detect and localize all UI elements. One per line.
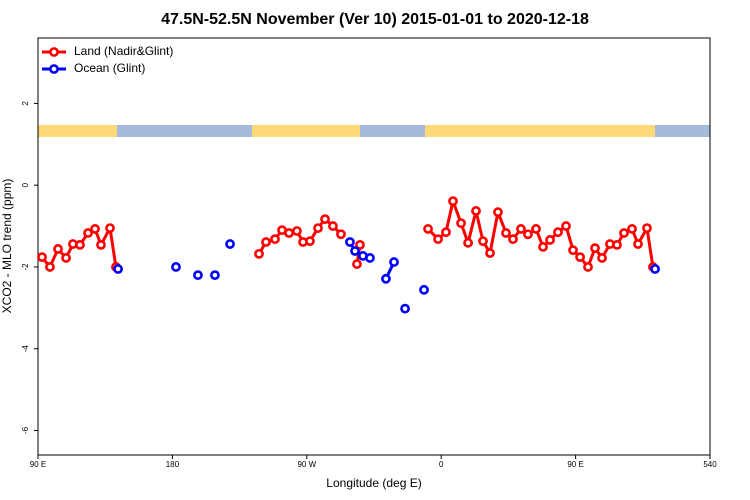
data-point	[254, 248, 264, 259]
data-point	[508, 234, 518, 245]
x-tick-label: 90 E	[567, 460, 583, 469]
data-point	[284, 228, 294, 238]
data-point	[553, 227, 563, 238]
data-point	[345, 237, 355, 247]
x-tick-label: 90 W	[297, 460, 316, 469]
data-point	[45, 262, 55, 272]
data-point	[478, 236, 488, 247]
data-point	[642, 223, 652, 234]
data-point	[350, 246, 360, 256]
data-point	[456, 218, 466, 229]
data-point	[381, 273, 391, 284]
data-point	[441, 227, 451, 238]
data-point	[352, 259, 362, 269]
ocean-strip	[360, 125, 425, 137]
data-point	[96, 239, 106, 250]
data-point	[75, 239, 85, 250]
data-point	[193, 270, 203, 281]
data-point	[433, 234, 443, 245]
data-point	[597, 253, 607, 263]
ocean-strip	[655, 125, 710, 137]
data-point	[313, 223, 323, 234]
data-point	[225, 239, 235, 249]
data-point	[400, 303, 410, 314]
land-mask-strip	[38, 125, 710, 137]
data-point	[336, 229, 346, 240]
data-point	[423, 224, 433, 234]
data-point	[328, 221, 338, 231]
x-tick-label: 0	[439, 460, 444, 469]
data-point	[53, 244, 63, 254]
y-tick-label: -6	[21, 426, 30, 434]
data-point	[270, 234, 280, 245]
data-point	[485, 248, 495, 258]
x-tick-label: 180	[166, 460, 180, 469]
data-point	[627, 224, 637, 234]
data-point	[261, 237, 271, 247]
data-point	[292, 226, 302, 236]
data-point	[105, 223, 115, 234]
y-tick-label: -2	[21, 263, 30, 271]
data-point	[612, 239, 622, 250]
data-point	[568, 245, 578, 256]
data-point	[561, 221, 571, 231]
data-point	[389, 257, 399, 267]
data-point	[83, 228, 93, 238]
data-point	[516, 224, 526, 234]
data-point	[650, 264, 660, 274]
data-point	[61, 253, 71, 263]
legend-label: Land (Nadir&Glint)	[74, 44, 173, 58]
land-strip	[425, 125, 655, 137]
data-point	[113, 264, 123, 274]
ocean-strip	[117, 125, 252, 137]
data-point	[471, 206, 481, 216]
data-point	[90, 224, 100, 234]
data-point	[355, 239, 365, 250]
data-point	[538, 242, 548, 252]
y-tick-label: -4	[21, 345, 30, 353]
data-point	[37, 252, 47, 263]
x-axis-label: Longitude (deg E)	[326, 476, 421, 490]
x-tick-label: 90 E	[30, 460, 46, 469]
legend-label: Ocean (Glint)	[74, 61, 145, 75]
data-point	[583, 262, 593, 272]
x-tick-label: 540	[703, 460, 717, 469]
data-point	[171, 262, 181, 272]
y-axis-label: XCO2 - MLO trend (ppm)	[0, 179, 14, 314]
land-strip	[38, 125, 117, 137]
data-point	[545, 235, 555, 245]
data-point	[305, 236, 315, 247]
data-point	[448, 196, 458, 207]
data-point	[619, 228, 629, 238]
legend-swatch-marker	[49, 47, 59, 57]
data-point	[365, 253, 375, 263]
data-point	[531, 224, 541, 234]
chart-title: 47.5N-52.5N November (Ver 10) 2015-01-01…	[161, 11, 589, 28]
data-point	[210, 270, 220, 281]
data-point	[320, 214, 330, 225]
data-point	[523, 229, 533, 240]
y-tick-label: 2	[21, 101, 30, 106]
data-point	[590, 243, 600, 254]
data-point	[501, 228, 511, 238]
data-point	[463, 237, 473, 248]
data-point	[575, 252, 585, 263]
plot-frame	[37, 37, 711, 456]
land-strip	[252, 125, 360, 137]
data-point	[633, 239, 643, 249]
data-point	[419, 284, 429, 295]
data-point	[493, 207, 503, 218]
y-tick-label: 0	[21, 182, 30, 187]
legend-swatch-marker	[49, 64, 59, 74]
